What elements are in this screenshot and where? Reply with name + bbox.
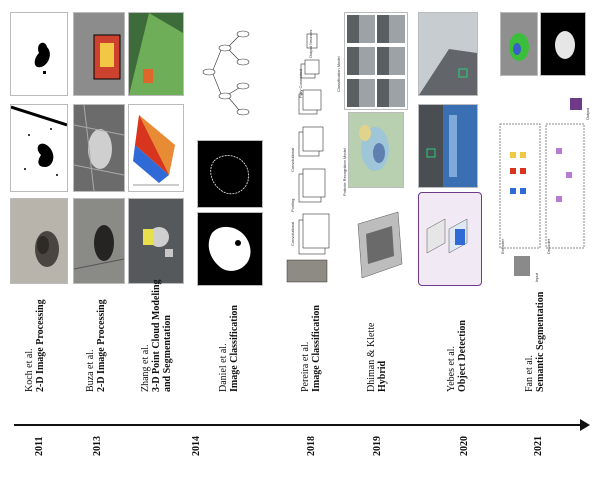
year-2013: 2013 bbox=[92, 436, 103, 456]
author-zhang: Zhang et al. bbox=[140, 344, 151, 392]
daniel-binary-image bbox=[197, 212, 263, 286]
entry-daniel: Daniel et al. Image Classification bbox=[218, 305, 240, 392]
year-2014: 2014 bbox=[191, 436, 202, 456]
year-2021: 2021 bbox=[533, 436, 544, 456]
author-yebes: Yebes et al. bbox=[446, 346, 457, 392]
year-2020: 2020 bbox=[459, 436, 470, 456]
fan-output-label: Output bbox=[585, 107, 590, 120]
yebes-detection-diagram bbox=[418, 192, 482, 286]
buza-heatmap-image bbox=[73, 12, 125, 96]
dhiman-3d-point-plot bbox=[352, 208, 406, 284]
fan-encoder-label: Encoder bbox=[500, 239, 505, 254]
buza-texture-image bbox=[73, 104, 125, 192]
pereira-cnn-diagram bbox=[283, 14, 341, 284]
dhiman-pothole-model-label: Pothole Recognition Model bbox=[342, 148, 347, 196]
koch-binary-mask-image bbox=[10, 12, 68, 96]
method-pereira: Image Classification bbox=[311, 305, 322, 392]
entry-buza: Buza et al. 2-D Image Processing bbox=[85, 299, 107, 392]
entry-koch: Koch et al. 2-D Image Processing bbox=[24, 299, 46, 392]
entry-dhiman: Dhiman & Klette Hybrid bbox=[366, 323, 388, 392]
koch-pothole-photo bbox=[10, 198, 68, 284]
method-koch: 2-D Image Processing bbox=[35, 299, 46, 392]
author-buza: Buza et al. bbox=[85, 349, 96, 392]
dhiman-classification-label: Classification Model bbox=[336, 56, 341, 92]
fan-input-image bbox=[500, 12, 538, 76]
method-buza: 2-D Image Processing bbox=[96, 299, 107, 392]
fan-prediction-image bbox=[540, 12, 586, 76]
entry-zhang: Zhang et al. 3-D Point Cloud Modeling an… bbox=[140, 279, 173, 392]
year-2011: 2011 bbox=[34, 436, 45, 456]
fan-decoder-label: Decoder bbox=[546, 238, 551, 254]
cnn-label-convolutional-1: Convolutional bbox=[290, 221, 295, 246]
timeline-axis bbox=[14, 424, 586, 426]
author-koch: Koch et al. bbox=[24, 348, 35, 392]
entry-yebes: Yebes et al. Object Detection bbox=[446, 320, 468, 392]
fan-network-diagram bbox=[498, 92, 588, 288]
method-zhang-line2: and Segmentation bbox=[162, 315, 173, 392]
dhiman-disparity-map bbox=[348, 112, 404, 188]
author-daniel: Daniel et al. bbox=[218, 343, 229, 392]
zhang-3d-surface-plot bbox=[128, 104, 184, 192]
cnn-label-fully-connected: Fully Connected bbox=[298, 69, 303, 98]
yebes-road-photo-bottom bbox=[418, 104, 478, 188]
cnn-label-pooling: Pooling bbox=[290, 198, 295, 212]
author-fan: Fan et al. bbox=[524, 355, 535, 392]
buza-pothole-photo bbox=[73, 198, 125, 284]
fan-input-label: Input bbox=[534, 273, 539, 282]
zhang-sensor-rig-photo bbox=[128, 198, 184, 284]
method-yebes: Object Detection bbox=[457, 320, 468, 392]
cnn-label-convolutional-2: Convolutional bbox=[290, 147, 295, 172]
koch-edge-image bbox=[10, 104, 68, 192]
method-fan: Semantic Segmentation bbox=[535, 291, 546, 392]
entry-pereira: Pereira et al. Image Classification bbox=[300, 305, 322, 392]
method-zhang-line1: 3-D Point Cloud Modeling bbox=[151, 279, 162, 392]
year-2018: 2018 bbox=[306, 436, 317, 456]
daniel-decision-tree bbox=[195, 12, 261, 132]
author-dhiman: Dhiman & Klette bbox=[366, 322, 377, 392]
method-dhiman: Hybrid bbox=[377, 360, 388, 392]
zhang-green-road-image bbox=[128, 12, 184, 96]
entry-fan: Fan et al. Semantic Segmentation bbox=[524, 292, 546, 392]
dhiman-road-frames-grid bbox=[344, 12, 408, 110]
year-2019: 2019 bbox=[372, 436, 383, 456]
timeline-arrowhead bbox=[580, 419, 590, 431]
yebes-road-photo-top bbox=[418, 12, 478, 96]
cnn-label-output: Output Neurons bbox=[308, 29, 313, 58]
author-pereira: Pereira et al. bbox=[300, 341, 311, 392]
daniel-contour-image bbox=[197, 140, 263, 208]
method-daniel: Image Classification bbox=[229, 305, 240, 392]
